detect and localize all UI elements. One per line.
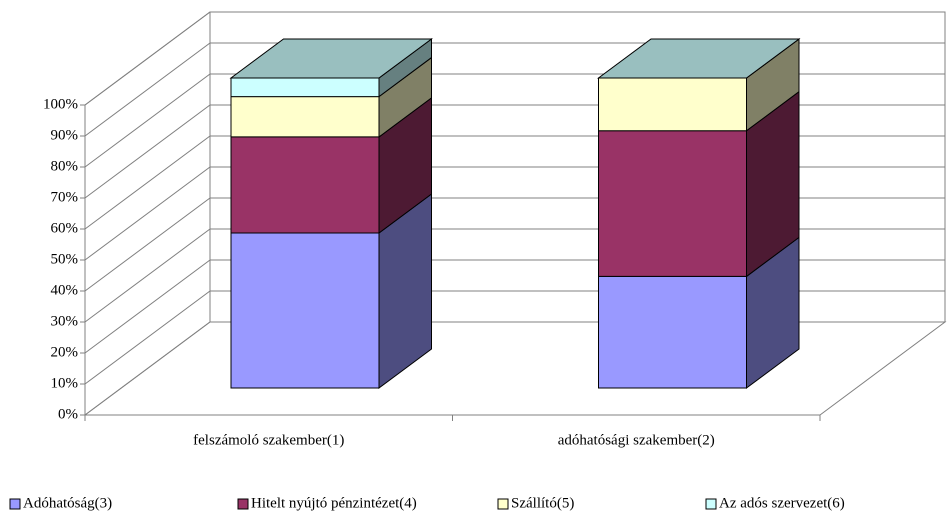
legend-label: Az adós szervezet(6)	[719, 495, 845, 511]
y-tick-label: 70%	[51, 189, 79, 205]
legend-swatch	[237, 498, 249, 510]
y-tick-label: 90%	[51, 127, 79, 143]
legend-label: Hitelt nyújtó pénzintézet(4)	[251, 495, 417, 511]
bar-segment	[230, 37, 432, 98]
legend-label: Adóhatóság(3)	[23, 495, 112, 511]
y-tick-label: 50%	[51, 251, 79, 267]
y-tick-label: 30%	[51, 313, 79, 329]
y-tick-label: 80%	[51, 158, 79, 174]
bar-front	[230, 136, 380, 234]
grid-line	[84, 73, 945, 168]
bar-segment	[598, 236, 800, 390]
grid-line	[84, 11, 945, 106]
grid-line	[84, 104, 945, 199]
grid-line	[84, 228, 945, 323]
grid-line	[84, 197, 945, 292]
y-tick-label: 20%	[51, 344, 79, 360]
y-tick-label: 40%	[51, 282, 79, 298]
bar-front	[230, 232, 380, 389]
y-tick-label: 0%	[58, 406, 78, 422]
bar-segment	[230, 56, 432, 138]
grid-line	[84, 259, 945, 354]
y-tick-label: 10%	[51, 375, 79, 391]
bar-segment	[230, 96, 432, 235]
grid-line	[84, 135, 945, 230]
legend-swatch	[9, 498, 21, 510]
bar-front	[598, 130, 747, 277]
x-tick-label: felszámoló szakember(1)	[193, 432, 344, 448]
x-tick-label: adóhatósági szakember(2)	[558, 432, 715, 448]
grid-line	[84, 166, 945, 261]
grid-line	[84, 42, 945, 137]
bar-front	[598, 275, 747, 389]
legend-swatch	[497, 498, 509, 510]
y-tick-label: 100%	[43, 96, 78, 112]
bar-front	[230, 77, 380, 98]
y-tick-label: 60%	[51, 220, 79, 236]
bar-front	[598, 77, 747, 132]
grid-line	[84, 321, 945, 416]
bar-segment	[598, 90, 800, 278]
legend-label: Szállító(5)	[511, 495, 574, 511]
bar-top	[596, 38, 801, 79]
grid-line	[84, 290, 945, 385]
floor	[84, 321, 947, 416]
bar-top	[229, 38, 434, 79]
legend-swatch	[705, 498, 717, 510]
bar-front	[230, 96, 380, 138]
